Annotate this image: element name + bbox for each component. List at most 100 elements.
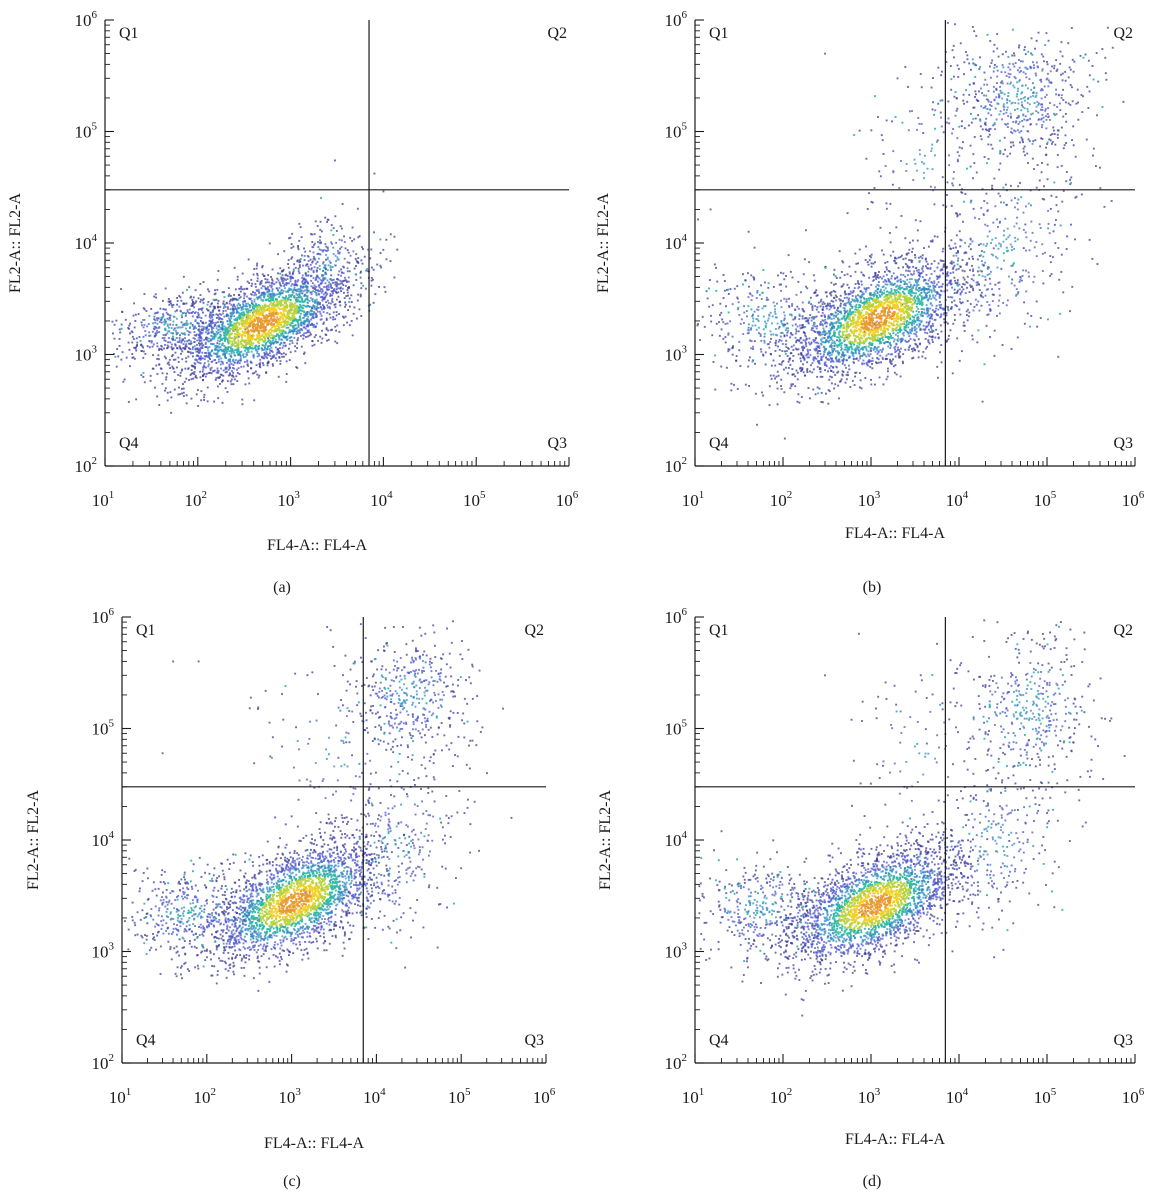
event-point: [231, 305, 234, 308]
event-point: [261, 305, 264, 307]
event-point: [164, 320, 167, 323]
event-point: [788, 357, 791, 360]
event-point: [316, 266, 319, 269]
event-point: [314, 288, 317, 290]
event-point: [269, 341, 271, 344]
event-point: [348, 286, 350, 288]
event-point: [1073, 60, 1076, 63]
event-point: [202, 329, 205, 332]
event-point: [898, 356, 901, 359]
event-point: [215, 344, 218, 347]
event-point: [961, 147, 963, 150]
event-point: [181, 358, 184, 361]
event-point: [305, 287, 308, 290]
event-point: [1013, 52, 1015, 55]
event-point: [956, 279, 959, 282]
event-point: [1105, 78, 1108, 81]
event-point: [198, 332, 201, 335]
event-point: [980, 250, 983, 253]
event-point: [219, 336, 222, 339]
event-point: [247, 365, 249, 367]
event-point: [303, 353, 305, 355]
event-point: [840, 302, 842, 305]
event-point: [120, 323, 123, 326]
event-point: [844, 381, 847, 384]
event-point: [194, 319, 197, 322]
event-point: [863, 362, 866, 365]
event-point: [232, 364, 235, 366]
event-point: [868, 355, 871, 357]
event-point: [180, 310, 182, 313]
event-point: [208, 356, 211, 359]
event-point: [297, 307, 300, 310]
event-point: [213, 293, 216, 296]
event-point: [343, 291, 345, 294]
event-point: [797, 393, 800, 396]
event-point: [238, 352, 241, 355]
event-point: [289, 336, 292, 339]
event-point: [247, 325, 250, 328]
event-point: [209, 313, 211, 316]
event-point: [730, 382, 733, 385]
event-point: [953, 299, 956, 302]
event-point: [154, 321, 157, 324]
event-point: [774, 350, 777, 352]
event-point: [311, 298, 314, 300]
event-point: [947, 322, 949, 325]
event-point: [972, 82, 975, 84]
event-point: [224, 336, 226, 338]
event-point: [296, 288, 299, 291]
event-point: [263, 295, 265, 298]
event-point: [901, 303, 904, 306]
event-point: [233, 367, 236, 370]
event-point: [291, 291, 294, 294]
event-point: [963, 61, 966, 64]
event-point: [961, 120, 963, 123]
event-point: [240, 322, 243, 325]
event-point: [250, 335, 253, 337]
event-point: [306, 281, 309, 284]
event-point: [313, 233, 316, 236]
event-point: [203, 365, 206, 368]
event-point: [332, 278, 335, 281]
event-point: [296, 290, 299, 293]
event-point: [163, 355, 166, 358]
event-point: [229, 360, 232, 363]
event-point: [342, 324, 345, 327]
event-point: [1041, 162, 1043, 164]
event-point: [901, 360, 904, 363]
event-point: [228, 300, 231, 303]
event-point: [267, 354, 269, 356]
event-point: [285, 273, 288, 276]
event-point: [288, 315, 290, 318]
event-point: [772, 286, 775, 288]
event-point: [772, 359, 775, 362]
event-point: [327, 284, 330, 287]
event-point: [193, 341, 196, 343]
event-point: [215, 317, 218, 319]
event-point: [281, 332, 284, 335]
event-point: [1010, 348, 1013, 350]
event-point: [209, 369, 212, 371]
event-point: [222, 374, 225, 377]
event-point: [367, 248, 369, 251]
event-point: [870, 256, 873, 259]
event-point: [258, 339, 261, 342]
event-point: [228, 336, 230, 339]
event-point: [911, 357, 914, 360]
event-point: [176, 366, 178, 369]
event-point: [243, 361, 246, 363]
event-point: [311, 324, 314, 327]
event-point: [253, 399, 256, 402]
event-point: [1009, 141, 1012, 144]
event-point: [887, 370, 889, 373]
event-point: [340, 271, 343, 274]
event-point: [837, 384, 840, 387]
event-point: [113, 323, 116, 326]
event-point: [972, 153, 975, 156]
event-point: [172, 304, 175, 306]
event-point: [300, 305, 302, 308]
event-point: [247, 302, 249, 305]
event-point: [229, 298, 232, 301]
event-point: [232, 329, 235, 332]
